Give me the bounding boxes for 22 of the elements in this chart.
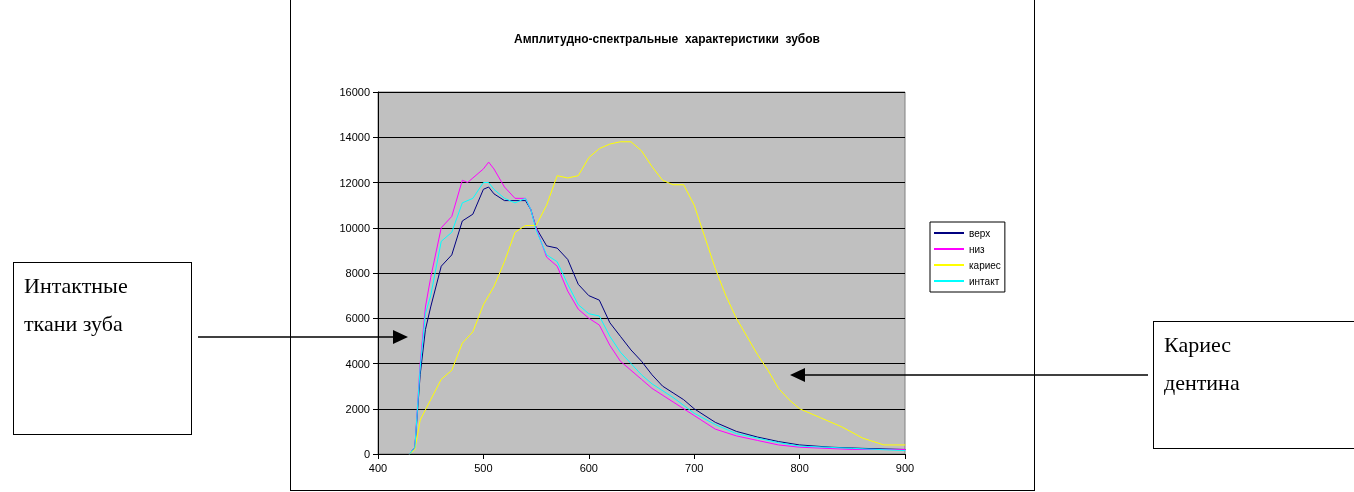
legend-label: кариес [969,259,1001,271]
y-tick-label: 8000 [345,267,370,279]
y-tick-label: 4000 [345,357,370,370]
y-tick-label: 10000 [339,221,370,234]
y-tick-label: 16000 [339,86,370,98]
y-tick-label: 6000 [345,312,370,325]
x-tick-label: 900 [895,461,915,474]
x-tick-label: 500 [474,461,493,474]
legend-label: верх [969,227,991,239]
legend-label: интакт [969,275,1000,287]
y-tick-label: 14000 [339,131,370,144]
y-tick-label: 0 [363,448,370,460]
chart-title: Амплитудно-спектральные характеристики зубов [514,32,820,46]
x-tick-label: 800 [790,461,809,474]
x-tick-label: 400 [368,461,388,474]
y-tick-label: 12000 [339,176,370,189]
x-tick-label: 700 [685,461,704,474]
legend-label: низ [969,243,986,255]
y-tick-label: 2000 [345,402,370,415]
text: Интактные ткани зуба [13,262,192,435]
x-tick-label: 600 [579,461,598,474]
text: Кариес дентина [1153,321,1354,449]
